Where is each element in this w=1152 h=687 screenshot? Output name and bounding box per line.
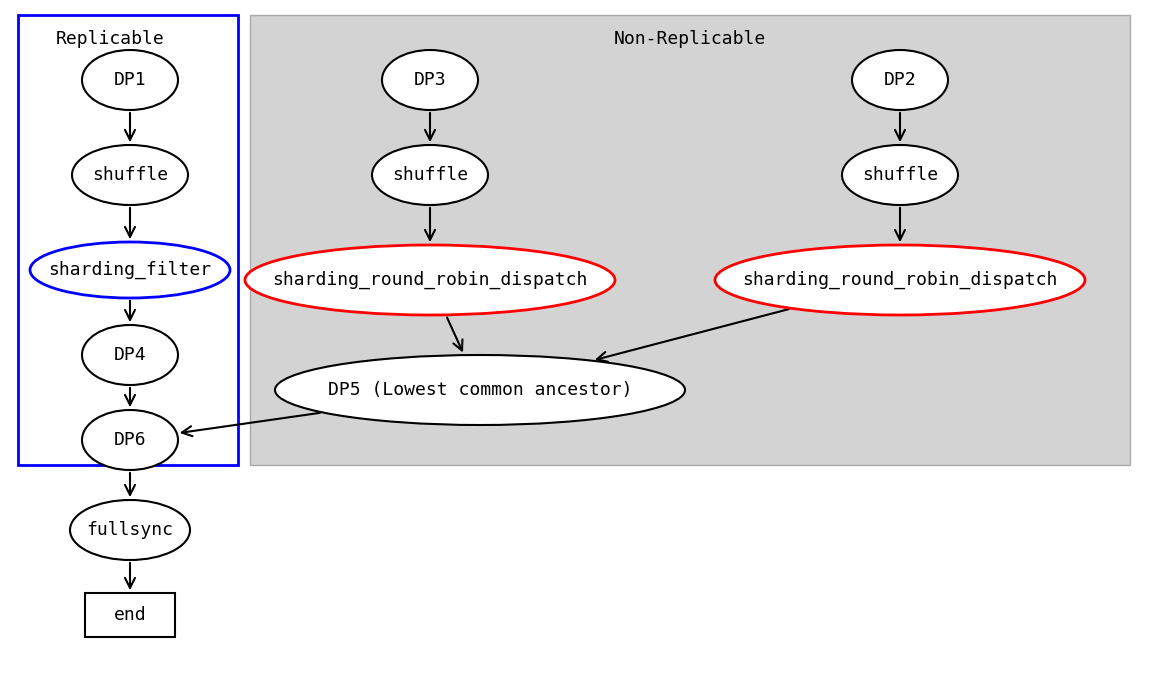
Text: shuffle: shuffle	[92, 166, 168, 184]
Ellipse shape	[70, 500, 190, 560]
Text: DP6: DP6	[114, 431, 146, 449]
Text: end: end	[114, 606, 146, 624]
Text: Replicable: Replicable	[55, 30, 165, 48]
Bar	[18, 15, 238, 465]
Text: Non-Replicable: Non-Replicable	[614, 30, 766, 48]
Ellipse shape	[82, 410, 179, 470]
Ellipse shape	[372, 145, 488, 205]
Text: DP2: DP2	[884, 71, 916, 89]
Text: DP5 (Lowest common ancestor): DP5 (Lowest common ancestor)	[328, 381, 632, 399]
Ellipse shape	[382, 50, 478, 110]
Ellipse shape	[842, 145, 958, 205]
Ellipse shape	[30, 242, 230, 298]
Bar	[250, 15, 1130, 465]
Ellipse shape	[82, 325, 179, 385]
Text: fullsync: fullsync	[86, 521, 174, 539]
Text: DP4: DP4	[114, 346, 146, 364]
Text: DP1: DP1	[114, 71, 146, 89]
Text: sharding_round_robin_dispatch: sharding_round_robin_dispatch	[742, 271, 1058, 289]
Ellipse shape	[715, 245, 1085, 315]
Text: shuffle: shuffle	[392, 166, 468, 184]
Text: DP3: DP3	[414, 71, 446, 89]
Bar	[85, 593, 175, 637]
Ellipse shape	[245, 245, 615, 315]
Text: shuffle: shuffle	[862, 166, 938, 184]
Ellipse shape	[71, 145, 188, 205]
Ellipse shape	[82, 50, 179, 110]
Text: sharding_round_robin_dispatch: sharding_round_robin_dispatch	[272, 271, 588, 289]
Ellipse shape	[275, 355, 685, 425]
Ellipse shape	[852, 50, 948, 110]
Text: sharding_filter: sharding_filter	[48, 261, 212, 279]
